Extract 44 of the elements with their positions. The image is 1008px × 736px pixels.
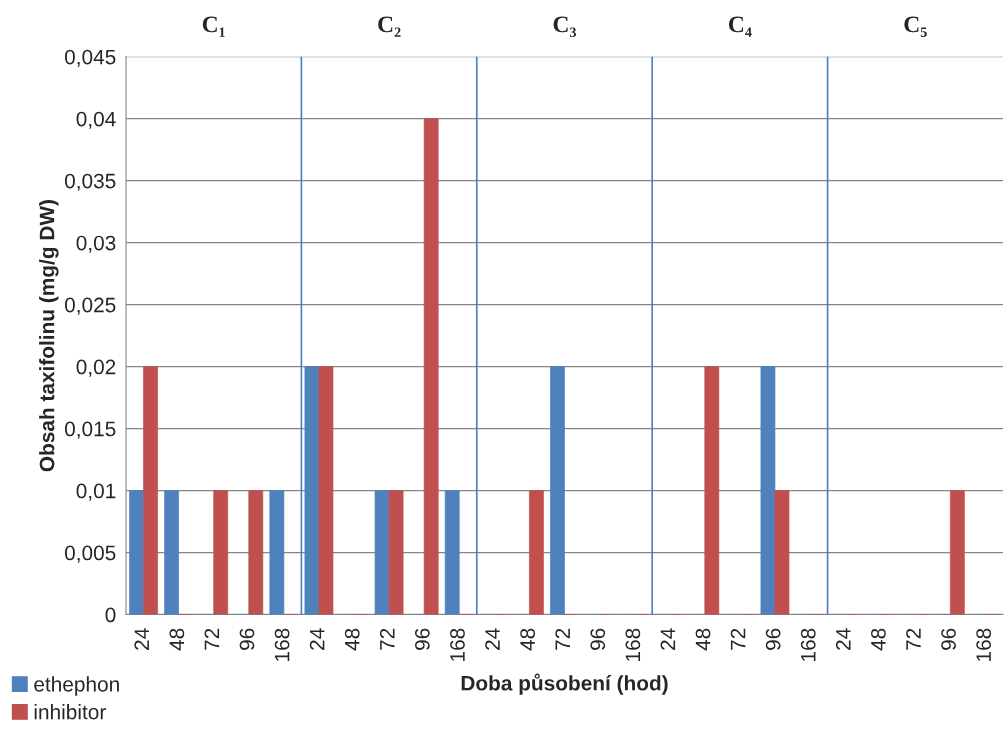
legend-label: ethephon [34, 676, 119, 696]
x-tick-label: 24 [309, 628, 325, 650]
x-tick-label: 72 [555, 628, 570, 650]
x-tick-label: 96 [765, 628, 781, 650]
x-tick-label: 48 [344, 628, 360, 651]
text: C₂ [378, 16, 401, 37]
y-tick-label: 0,03 [76, 235, 116, 253]
y-axis-title: Obsah taxifolinu (mg/g DW) [39, 200, 59, 472]
text: C₄ [728, 16, 752, 37]
text: C₃ [553, 16, 577, 38]
x-tick-label: 168 [625, 628, 641, 661]
x-tick-label: 48 [695, 628, 711, 651]
x-tick-label: 96 [941, 628, 956, 650]
x-tick-label: 168 [976, 628, 992, 661]
x-tick-label: 24 [660, 628, 676, 650]
x-tick-label: 168 [450, 628, 465, 661]
legend-label: inhibitor [34, 704, 106, 720]
x-tick-label: 72 [730, 628, 746, 650]
x-tick-label: 72 [906, 628, 921, 650]
y-tick-label: 0 [105, 607, 116, 623]
y-tick-label: 0,035 [64, 173, 116, 191]
x-tick-label: 96 [239, 628, 255, 650]
y-tick-label: 0,025 [64, 297, 116, 315]
text: C₅ [904, 16, 927, 37]
x-tick-label: 48 [169, 628, 185, 651]
y-tick-label: 0,01 [76, 483, 116, 501]
x-axis-title: Doba působení (hod) [461, 673, 668, 695]
x-tick-label: 24 [835, 628, 851, 650]
y-tick-label: 0,015 [64, 421, 116, 439]
x-tick-label: 168 [800, 628, 816, 661]
x-tick-label: 72 [204, 628, 220, 650]
x-tick-label: 72 [379, 628, 395, 650]
x-tick-label: 48 [520, 628, 535, 651]
x-tick-label: 24 [485, 628, 500, 650]
x-tick-label: 48 [871, 628, 886, 651]
x-tick-label: 24 [134, 628, 149, 650]
text: C₁ [202, 16, 225, 37]
x-tick-label: 96 [590, 628, 606, 650]
y-tick-label: 0,04 [76, 111, 116, 129]
x-tick-label: 96 [415, 628, 430, 650]
x-tick-label: 168 [274, 628, 290, 661]
y-tick-label: 0,02 [76, 359, 116, 377]
y-tick-label: 0,005 [64, 545, 116, 563]
y-tick-label: 0,045 [64, 49, 116, 67]
